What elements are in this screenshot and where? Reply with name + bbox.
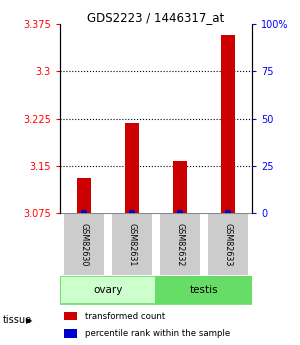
Text: GSM82631: GSM82631 xyxy=(128,223,136,266)
Bar xyxy=(129,209,135,213)
Title: GDS2223 / 1446317_at: GDS2223 / 1446317_at xyxy=(87,11,225,24)
Text: percentile rank within the sample: percentile rank within the sample xyxy=(85,329,230,338)
FancyBboxPatch shape xyxy=(111,213,153,276)
FancyBboxPatch shape xyxy=(207,213,249,276)
Bar xyxy=(64,329,77,337)
Text: GSM82632: GSM82632 xyxy=(176,223,184,266)
Bar xyxy=(177,209,183,213)
Text: GSM82633: GSM82633 xyxy=(224,223,232,266)
Bar xyxy=(64,312,77,321)
Bar xyxy=(77,178,91,213)
Text: transformed count: transformed count xyxy=(85,312,165,321)
Bar xyxy=(125,123,139,213)
FancyBboxPatch shape xyxy=(159,213,201,276)
FancyBboxPatch shape xyxy=(60,276,156,305)
FancyBboxPatch shape xyxy=(156,276,252,305)
Bar xyxy=(173,161,187,213)
Text: ovary: ovary xyxy=(93,285,123,295)
Text: tissue: tissue xyxy=(3,315,32,325)
Text: ▶: ▶ xyxy=(26,316,33,325)
Bar xyxy=(81,209,87,213)
Bar xyxy=(221,35,235,213)
Bar xyxy=(225,209,231,213)
FancyBboxPatch shape xyxy=(63,213,105,276)
Text: GSM82630: GSM82630 xyxy=(80,223,88,266)
Text: testis: testis xyxy=(190,285,218,295)
